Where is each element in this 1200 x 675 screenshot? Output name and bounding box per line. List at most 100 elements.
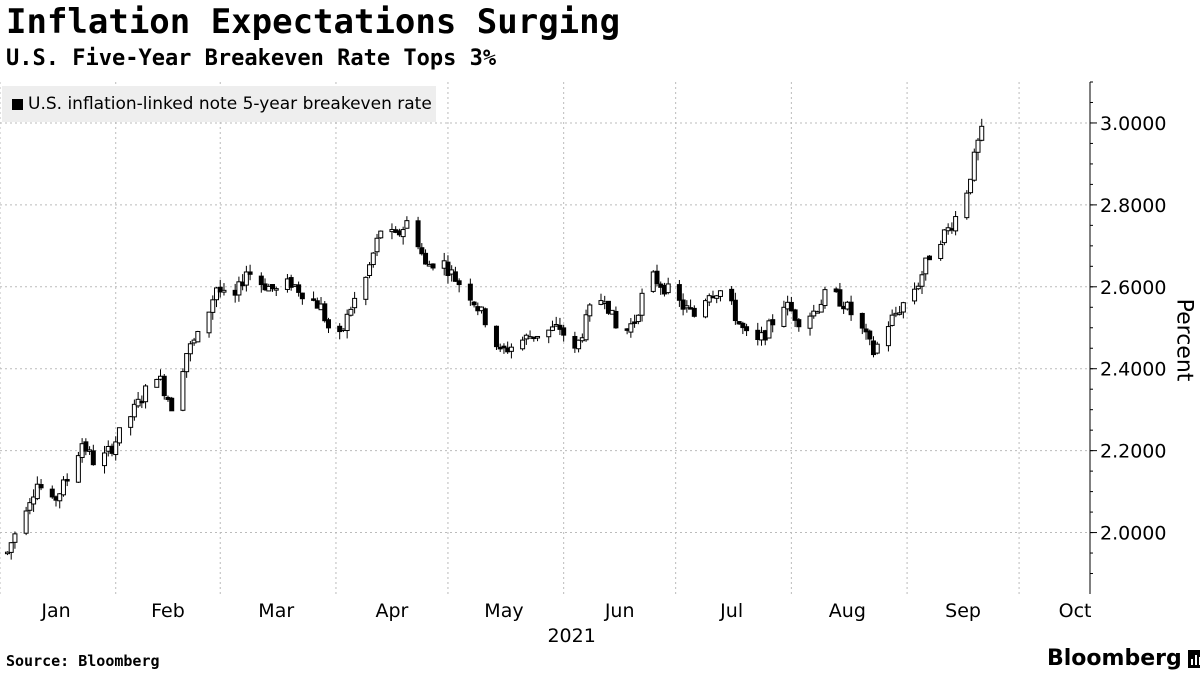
candle	[90, 444, 96, 466]
candle-body-down	[452, 271, 458, 282]
candle	[900, 301, 906, 319]
candle-body-up	[971, 151, 977, 181]
candle-body-down	[859, 312, 865, 329]
candle	[415, 216, 421, 250]
candle-body-up	[665, 283, 671, 294]
candle	[322, 301, 328, 323]
candle-body-up	[143, 385, 149, 403]
candle	[374, 233, 380, 257]
candle-body-down	[322, 303, 328, 322]
legend: U.S. inflation-linked note 5-year breake…	[2, 86, 436, 122]
candle-body-down	[837, 289, 843, 307]
candle	[770, 314, 776, 333]
candle-body-up	[75, 455, 81, 483]
candle	[445, 255, 451, 284]
candle-body-down	[605, 300, 611, 314]
candle	[613, 306, 619, 329]
candle-body-up	[546, 329, 552, 338]
candle-body-up	[919, 274, 925, 287]
candle	[535, 335, 541, 342]
candle	[639, 288, 645, 322]
candle	[968, 178, 974, 195]
candle-body-down	[926, 255, 932, 261]
candle-body-up	[128, 416, 134, 428]
candle	[49, 485, 55, 499]
candle	[370, 252, 376, 268]
candle	[452, 266, 458, 282]
candle	[273, 286, 279, 296]
candle	[766, 318, 772, 339]
candle-body-up	[12, 533, 18, 543]
candle-body-down	[680, 299, 686, 310]
candle	[430, 263, 436, 271]
candle-body-down	[654, 270, 660, 285]
candle	[180, 368, 186, 412]
candle-body-down	[471, 301, 477, 306]
candle-body-down	[217, 286, 223, 293]
candle-body-down	[299, 292, 305, 300]
candle-body-down	[90, 450, 96, 466]
candle	[605, 300, 611, 315]
candle	[654, 264, 660, 287]
candle-body-up	[766, 320, 772, 339]
candle-body-up	[639, 292, 645, 316]
candle	[38, 479, 44, 491]
x-tick-label: Oct	[1059, 600, 1092, 622]
candle	[740, 321, 746, 335]
candle	[236, 276, 242, 302]
candle	[83, 438, 89, 456]
candle	[923, 257, 929, 281]
candle-body-down	[258, 275, 264, 286]
candle-body-up	[953, 216, 959, 232]
candle-body-up	[187, 343, 193, 355]
candle-body-down	[161, 375, 167, 397]
candle-body-down	[296, 284, 302, 293]
candle-body-down	[613, 310, 619, 329]
candle-body-down	[796, 319, 802, 328]
candle	[915, 282, 921, 291]
chart-subtitle: U.S. Five-Year Breakeven Rate Tops 3%	[6, 46, 497, 71]
candle	[493, 325, 499, 350]
candle-body-up	[273, 288, 279, 291]
candle-body-up	[964, 192, 970, 219]
candle	[64, 473, 70, 487]
candle-body-up	[938, 243, 944, 259]
candle	[729, 286, 735, 305]
candle	[792, 308, 798, 328]
candle	[34, 476, 40, 501]
candle	[467, 278, 473, 306]
candle-body-up	[508, 346, 514, 352]
candle-body-down	[430, 263, 436, 269]
candle-body-up	[31, 496, 37, 505]
candle	[169, 396, 175, 412]
candle	[938, 240, 944, 261]
candle-body-down	[792, 309, 798, 321]
candle-body-up	[348, 308, 354, 316]
candle-body-down	[691, 307, 697, 317]
candle	[635, 314, 641, 325]
candle	[4, 551, 10, 556]
candle-body-up	[684, 305, 690, 309]
candle-body-up	[635, 314, 641, 323]
candle-body-up	[102, 452, 108, 467]
candle	[628, 317, 634, 338]
candle-body-down	[848, 301, 854, 316]
candle-body-up	[184, 353, 190, 373]
candle-body-down	[501, 345, 507, 349]
candle-body-up	[897, 312, 903, 315]
candle-body-down	[456, 280, 462, 286]
candle	[665, 277, 671, 295]
candle-body-up	[549, 326, 555, 331]
candle	[131, 399, 137, 421]
candle-body-down	[736, 321, 742, 325]
candle	[885, 321, 891, 352]
candle-body-up	[915, 285, 921, 290]
candle	[557, 317, 563, 336]
candle-body-down	[729, 288, 735, 302]
candle	[247, 264, 253, 281]
candle-body-up	[221, 289, 227, 293]
candle	[363, 276, 369, 306]
bloomberg-logo: Bloomberg	[1047, 646, 1200, 671]
candle	[243, 265, 249, 292]
candle-body-down	[49, 488, 55, 498]
